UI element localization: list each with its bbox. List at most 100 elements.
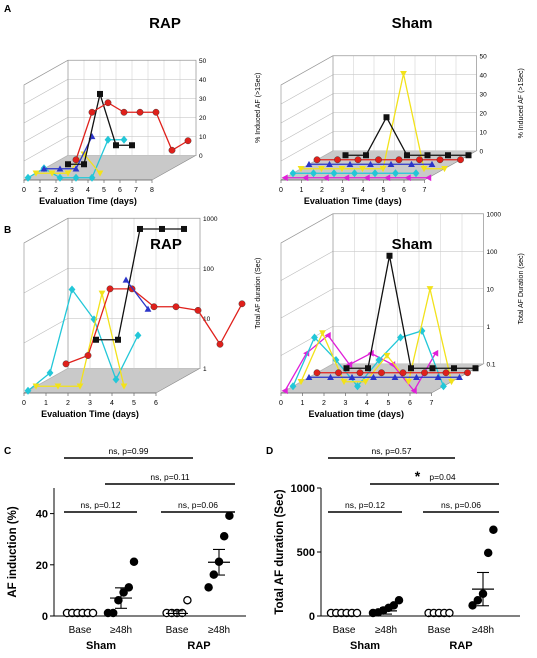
data-point <box>472 365 479 372</box>
z-tick-label: 1 <box>203 366 207 373</box>
data-point <box>194 306 202 314</box>
data-point <box>483 548 493 558</box>
x-tick-label: 7 <box>430 400 434 407</box>
data-point <box>442 369 450 377</box>
x-tick-label: 6 <box>154 400 158 407</box>
data-point <box>334 156 341 164</box>
x-tick-label: 3 <box>341 187 345 194</box>
significance-star: * <box>415 468 421 484</box>
series-line <box>301 73 445 170</box>
data-point <box>440 382 447 391</box>
data-point <box>225 511 234 520</box>
x-axis-label: Evaluation Time (days) <box>41 409 139 419</box>
y-axis-label: Total AF duration (Sec) <box>274 489 286 614</box>
data-point <box>311 333 318 342</box>
data-point <box>104 135 112 144</box>
data-point <box>112 375 120 384</box>
x-axis-label: Evaluation time (days) <box>308 409 404 419</box>
data-point <box>418 326 426 335</box>
data-point <box>432 349 439 357</box>
data-point <box>76 383 84 390</box>
data-point <box>351 169 358 178</box>
data-point <box>404 152 410 159</box>
data-point <box>313 156 321 164</box>
data-point <box>426 286 434 293</box>
data-point <box>332 356 340 365</box>
data-point <box>152 108 160 116</box>
y-tick-label: 500 <box>297 547 315 559</box>
data-point <box>181 225 187 232</box>
z-tick-label: 10 <box>203 316 211 323</box>
data-point <box>62 360 70 368</box>
category-label: Base <box>166 625 189 636</box>
x-tick-label: 5 <box>387 400 391 407</box>
data-point <box>72 156 80 164</box>
x-tick-label: 0 <box>22 400 26 407</box>
category-label: Base <box>428 625 451 636</box>
z-tick-label: 0 <box>480 148 484 155</box>
data-point <box>346 160 354 167</box>
side-wall-gridline <box>23 116 69 143</box>
x-tick-label: 5 <box>382 187 386 194</box>
data-point <box>97 90 103 97</box>
data-point <box>46 368 54 377</box>
data-point <box>40 165 48 172</box>
data-point <box>184 137 192 145</box>
data-point <box>330 169 338 178</box>
data-point <box>305 373 313 380</box>
bracket-label: ns, p=0.06 <box>441 500 481 510</box>
data-point <box>386 252 393 259</box>
data-point <box>400 71 407 78</box>
series-line <box>44 136 93 170</box>
series-line <box>346 255 476 369</box>
x-tick-label: 0 <box>279 187 283 194</box>
bracket-label: ns, p=0.12 <box>81 500 121 510</box>
data-point <box>297 379 305 386</box>
side-wall-gridline <box>23 135 69 162</box>
data-point <box>359 166 366 173</box>
y-tick-label: 0 <box>42 611 48 623</box>
data-point <box>289 382 297 391</box>
data-point <box>93 336 99 343</box>
data-point <box>367 160 374 167</box>
data-point <box>346 361 353 368</box>
z-tick-label: 0.1 <box>487 361 496 368</box>
data-point <box>32 170 40 177</box>
data-point <box>104 99 112 107</box>
x-tick-label: 7 <box>423 187 427 194</box>
data-point <box>370 373 377 380</box>
data-point <box>389 601 399 610</box>
data-point <box>56 165 64 172</box>
x-tick-label: 7 <box>134 187 138 194</box>
data-point <box>65 161 71 168</box>
x-tick-label: 4 <box>361 187 365 194</box>
x-tick-label: 4 <box>365 400 369 407</box>
data-point <box>159 225 165 232</box>
x-tick-label: 3 <box>344 400 348 407</box>
panel-letter-b: B <box>4 225 11 236</box>
data-point <box>413 373 420 380</box>
data-point <box>216 340 224 348</box>
z-tick-label: 30 <box>480 91 488 98</box>
data-point <box>120 383 128 390</box>
data-point <box>238 300 246 308</box>
data-point <box>391 373 399 380</box>
side-wall-gridline <box>280 74 334 105</box>
data-point <box>464 369 471 377</box>
panel-letter-d: D <box>266 446 273 457</box>
data-point <box>473 595 483 605</box>
x-tick-label: 5 <box>132 400 136 407</box>
data-point <box>32 383 40 390</box>
z-tick-label: 20 <box>199 115 207 122</box>
x-tick-label: 6 <box>118 187 122 194</box>
data-point <box>354 156 362 164</box>
data-point <box>281 387 288 395</box>
z-axis-label: Total AF Duration (sec) <box>518 253 525 324</box>
data-point <box>456 373 463 380</box>
side-wall-gridline <box>280 250 334 281</box>
z-tick-label: 30 <box>199 96 207 103</box>
z-tick-label: 0 <box>199 153 203 160</box>
data-point <box>122 276 130 283</box>
x-tick-label: 4 <box>110 400 114 407</box>
